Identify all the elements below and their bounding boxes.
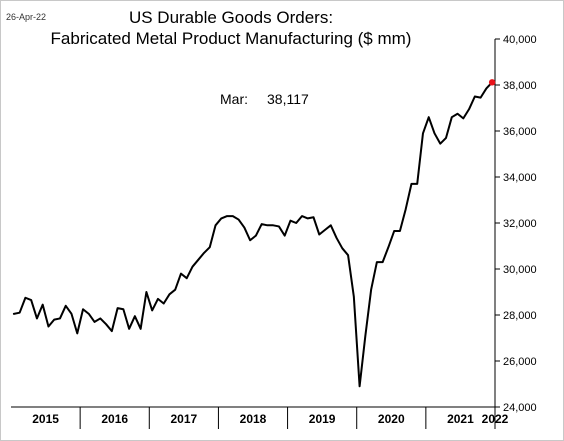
y-tick-label: 28,000 [503, 310, 537, 322]
y-axis: 24,000 26,000 28,000 30,000 32,000 34,000 36,0… [494, 34, 537, 414]
x-tick-label: 2021 [447, 412, 474, 426]
date-stamp: 26-Apr-22 [6, 12, 47, 22]
x-tick-label: 2017 [171, 412, 198, 426]
annotation-label: Mar: [220, 91, 248, 107]
plot-area [12, 79, 496, 388]
x-tick-label: 2019 [309, 412, 336, 426]
y-tick-label: 24,000 [503, 402, 537, 414]
chart-title-line2: Fabricated Metal Product Manufacturing (… [50, 29, 412, 48]
y-tick-label: 36,000 [503, 126, 537, 138]
x-tick-label: 2022 [482, 412, 509, 426]
y-tick-label: 30,000 [503, 264, 537, 276]
last-point-marker [488, 79, 496, 86]
annotation-value: 38,117 [267, 91, 309, 107]
y-tick-label: 38,000 [503, 80, 537, 92]
y-tick-label: 32,000 [503, 218, 537, 230]
x-tick-label: 2018 [240, 412, 267, 426]
y-tick-label: 40,000 [503, 34, 537, 46]
x-tick-label: 2016 [101, 412, 128, 426]
x-tick-label: 2015 [32, 412, 59, 426]
y-tick-label: 34,000 [503, 172, 537, 184]
chart-title-line1: US Durable Goods Orders: [128, 8, 334, 27]
x-axis: 2015 2016 2017 2018 2019 2020 2021 2022 [11, 406, 509, 429]
chart-title: US Durable Goods Orders: Fabricated Meta… [1, 7, 461, 49]
y-tick-label: 26,000 [503, 356, 537, 368]
series-line [12, 81, 494, 388]
x-tick-label: 2020 [378, 412, 405, 426]
